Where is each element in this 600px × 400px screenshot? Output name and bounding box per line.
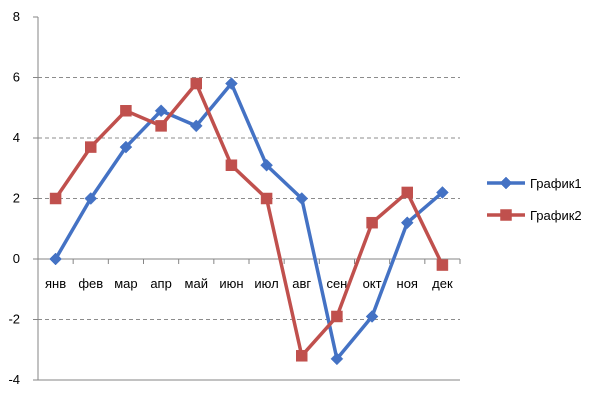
data-point	[296, 350, 308, 362]
data-point	[225, 159, 238, 171]
data-point	[365, 310, 379, 323]
data-point	[366, 216, 378, 229]
data-point	[331, 310, 343, 323]
series-2	[49, 77, 449, 362]
x-tick-label: окт	[363, 276, 382, 291]
y-tick-label: 6	[13, 70, 20, 85]
series-line	[54, 81, 444, 361]
series-layer	[49, 77, 449, 366]
y-tick-label: -2	[8, 312, 20, 327]
series-1	[49, 77, 449, 366]
data-point	[260, 192, 273, 205]
y-tick-label: 8	[13, 9, 20, 24]
x-tick-label: сен	[326, 276, 347, 291]
y-tick-label: 0	[13, 251, 20, 266]
legend-label: График2	[530, 208, 582, 223]
data-point	[85, 141, 97, 153]
legend-marker	[500, 209, 512, 221]
x-tick-label: апр	[150, 276, 172, 291]
x-tick-label: авг	[292, 276, 311, 291]
legend-label: График1	[530, 176, 582, 191]
data-point	[120, 105, 132, 117]
data-point	[190, 77, 202, 90]
data-point	[295, 192, 309, 205]
x-tick-label: дек	[432, 276, 453, 291]
legend-item: График1	[487, 176, 582, 191]
data-point	[49, 252, 62, 266]
data-point	[260, 158, 273, 172]
data-point	[154, 104, 168, 118]
grid-layer	[38, 77, 460, 320]
data-point	[436, 259, 449, 271]
data-point	[401, 186, 413, 199]
x-tick-label: июн	[219, 276, 243, 291]
x-tick-label: мар	[114, 276, 137, 291]
data-point	[84, 192, 98, 205]
data-point	[225, 77, 238, 90]
data-point	[436, 186, 449, 199]
legend-marker	[499, 176, 513, 190]
series-line	[54, 81, 444, 358]
legend: График1 График2	[487, 176, 582, 223]
y-tick-label: 4	[13, 130, 20, 145]
x-tick-label: ноя	[397, 276, 418, 291]
data-point	[119, 140, 133, 154]
y-tick-label: -4	[8, 372, 20, 387]
data-point	[49, 192, 62, 205]
data-point	[189, 119, 203, 133]
legend-item: График2	[487, 208, 582, 223]
y-tick-label: 2	[13, 191, 20, 206]
x-tick-label: янв	[45, 276, 66, 291]
data-point	[155, 120, 167, 132]
x-tick-label: фев	[78, 276, 103, 291]
data-point	[400, 216, 414, 230]
x-tick-label: июл	[254, 276, 278, 291]
x-tick-label: май	[185, 276, 208, 291]
axis-layer: -4 -2 0 2 4 6 8 янв фев мар апр май июн июл авг сен окт н…	[8, 9, 461, 387]
data-point	[330, 352, 344, 366]
